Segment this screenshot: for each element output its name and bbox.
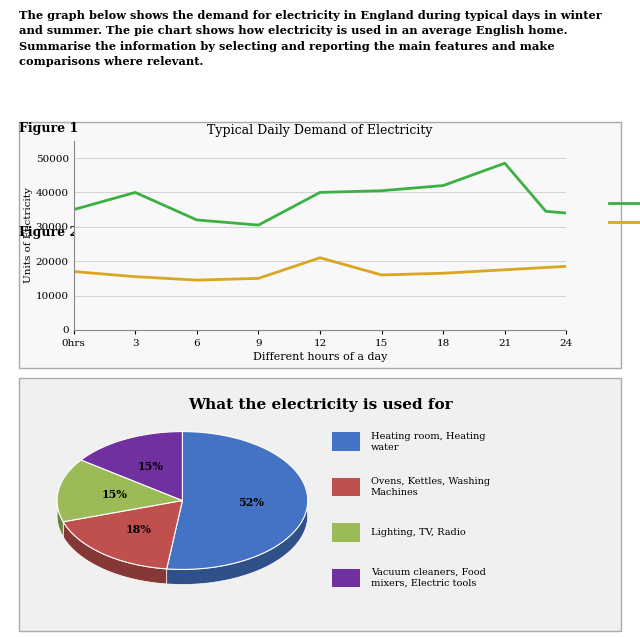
Text: Vacuum cleaners, Food
mixers, Electric tools: Vacuum cleaners, Food mixers, Electric t… [371, 568, 486, 588]
Polygon shape [57, 460, 81, 537]
Text: The graph below shows the demand for electricity in England during typical days : The graph below shows the demand for ele… [19, 10, 602, 67]
Winter [378, 187, 385, 194]
Winter [193, 216, 201, 224]
Polygon shape [63, 522, 166, 584]
Winter [131, 189, 139, 196]
Text: Figure 1: Figure 1 [19, 122, 79, 135]
Summer [378, 271, 385, 279]
Winter [70, 206, 77, 213]
Winter [316, 189, 324, 196]
Summer [563, 262, 570, 270]
Summer [316, 254, 324, 262]
Winter [255, 221, 262, 229]
Bar [332, 524, 360, 541]
Summer [70, 268, 77, 275]
Summer [131, 273, 139, 280]
Summer [501, 266, 509, 274]
Summer [193, 276, 201, 284]
Summer [439, 269, 447, 277]
Winter [439, 182, 447, 189]
Polygon shape [57, 460, 182, 522]
Line: Winter: Winter [74, 163, 566, 225]
Polygon shape [166, 432, 308, 569]
Polygon shape [166, 432, 308, 585]
Summer [255, 275, 262, 282]
Polygon shape [63, 501, 182, 569]
Bar [332, 478, 360, 496]
Text: 15%: 15% [101, 489, 127, 500]
Text: 52%: 52% [238, 497, 264, 508]
Y-axis label: Units of Eectricity: Units of Eectricity [24, 187, 33, 283]
Text: What the electricity is used for: What the electricity is used for [188, 398, 452, 412]
Bar [332, 569, 360, 587]
Line: Summer: Summer [74, 258, 566, 280]
Legend: Winter, Summer: Winter, Summer [604, 192, 640, 233]
Winter [501, 159, 509, 167]
Text: 15%: 15% [138, 461, 164, 472]
Winter [542, 208, 550, 215]
Winter [563, 209, 570, 217]
Text: Heating room, Heating
water: Heating room, Heating water [371, 431, 485, 452]
Bar [332, 433, 360, 450]
Title: Typical Daily Demand of Electricity: Typical Daily Demand of Electricity [207, 124, 433, 137]
Text: Ovens, Kettles, Washing
Machines: Ovens, Kettles, Washing Machines [371, 477, 490, 497]
Text: 18%: 18% [125, 524, 152, 535]
X-axis label: Different hours of a day: Different hours of a day [253, 352, 387, 362]
Text: Lighting, TV, Radio: Lighting, TV, Radio [371, 528, 465, 537]
Text: Figure 2: Figure 2 [19, 226, 79, 239]
Polygon shape [81, 432, 182, 501]
